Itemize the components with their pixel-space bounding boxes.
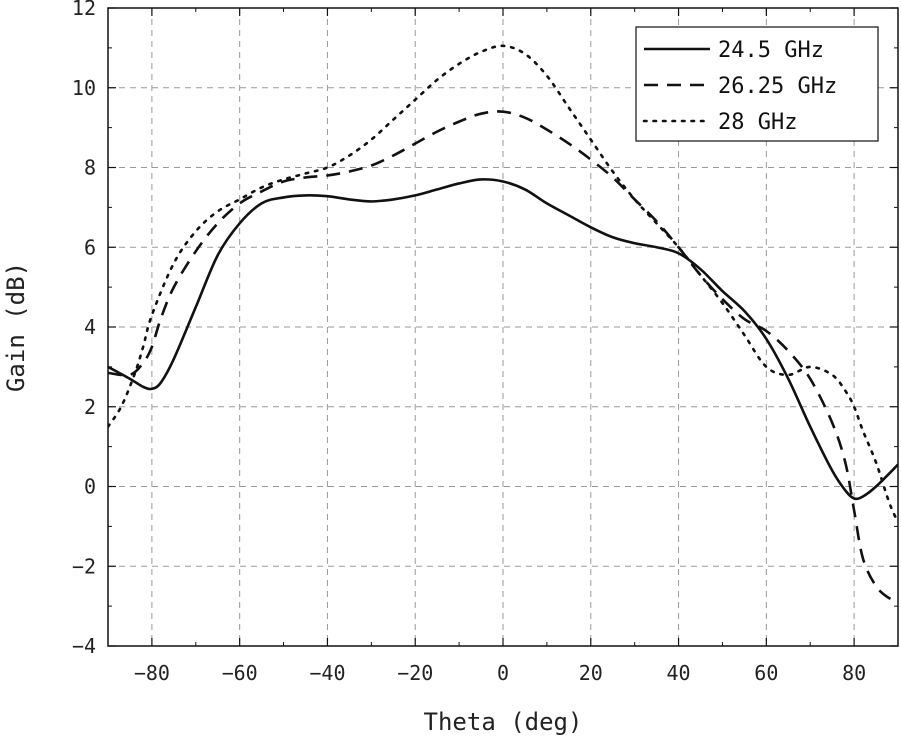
- series-lines: [108, 44, 898, 602]
- y-tick-label: 10: [72, 76, 96, 100]
- legend-label-3: 28 GHz: [718, 110, 797, 135]
- x-tick-label: −60: [222, 661, 258, 685]
- y-tick-label: 2: [84, 395, 96, 419]
- x-tick-label: 20: [579, 661, 603, 685]
- y-tick-label: −2: [72, 554, 96, 578]
- x-tick-label: 40: [667, 661, 691, 685]
- x-tick-label: 80: [842, 661, 866, 685]
- y-tick-label: 0: [84, 475, 96, 499]
- legend-label-1: 24.5 GHz: [718, 38, 824, 63]
- x-tick-label: 60: [754, 661, 778, 685]
- y-tick-label: 4: [84, 315, 96, 339]
- series-line-2: [108, 110, 898, 602]
- x-tick-label: −20: [397, 661, 433, 685]
- x-tick-label: −80: [134, 661, 170, 685]
- series-line-1: [108, 178, 898, 501]
- x-tick-label: −40: [309, 661, 345, 685]
- x-axis-label: Theta (deg): [424, 708, 583, 736]
- y-axis-label: Gain (dB): [2, 262, 30, 392]
- y-tick-label: 6: [84, 235, 96, 259]
- grid: [108, 8, 898, 646]
- legend-label-2: 26.25 GHz: [718, 74, 837, 99]
- legend: 24.5 GHz 26.25 GHz 28 GHz: [635, 26, 879, 142]
- x-tick-label: 0: [497, 661, 509, 685]
- y-tick-label: 8: [84, 156, 96, 180]
- series-line-3: [108, 44, 898, 524]
- y-tick-label: −4: [72, 634, 96, 658]
- y-tick-label: 12: [72, 0, 96, 20]
